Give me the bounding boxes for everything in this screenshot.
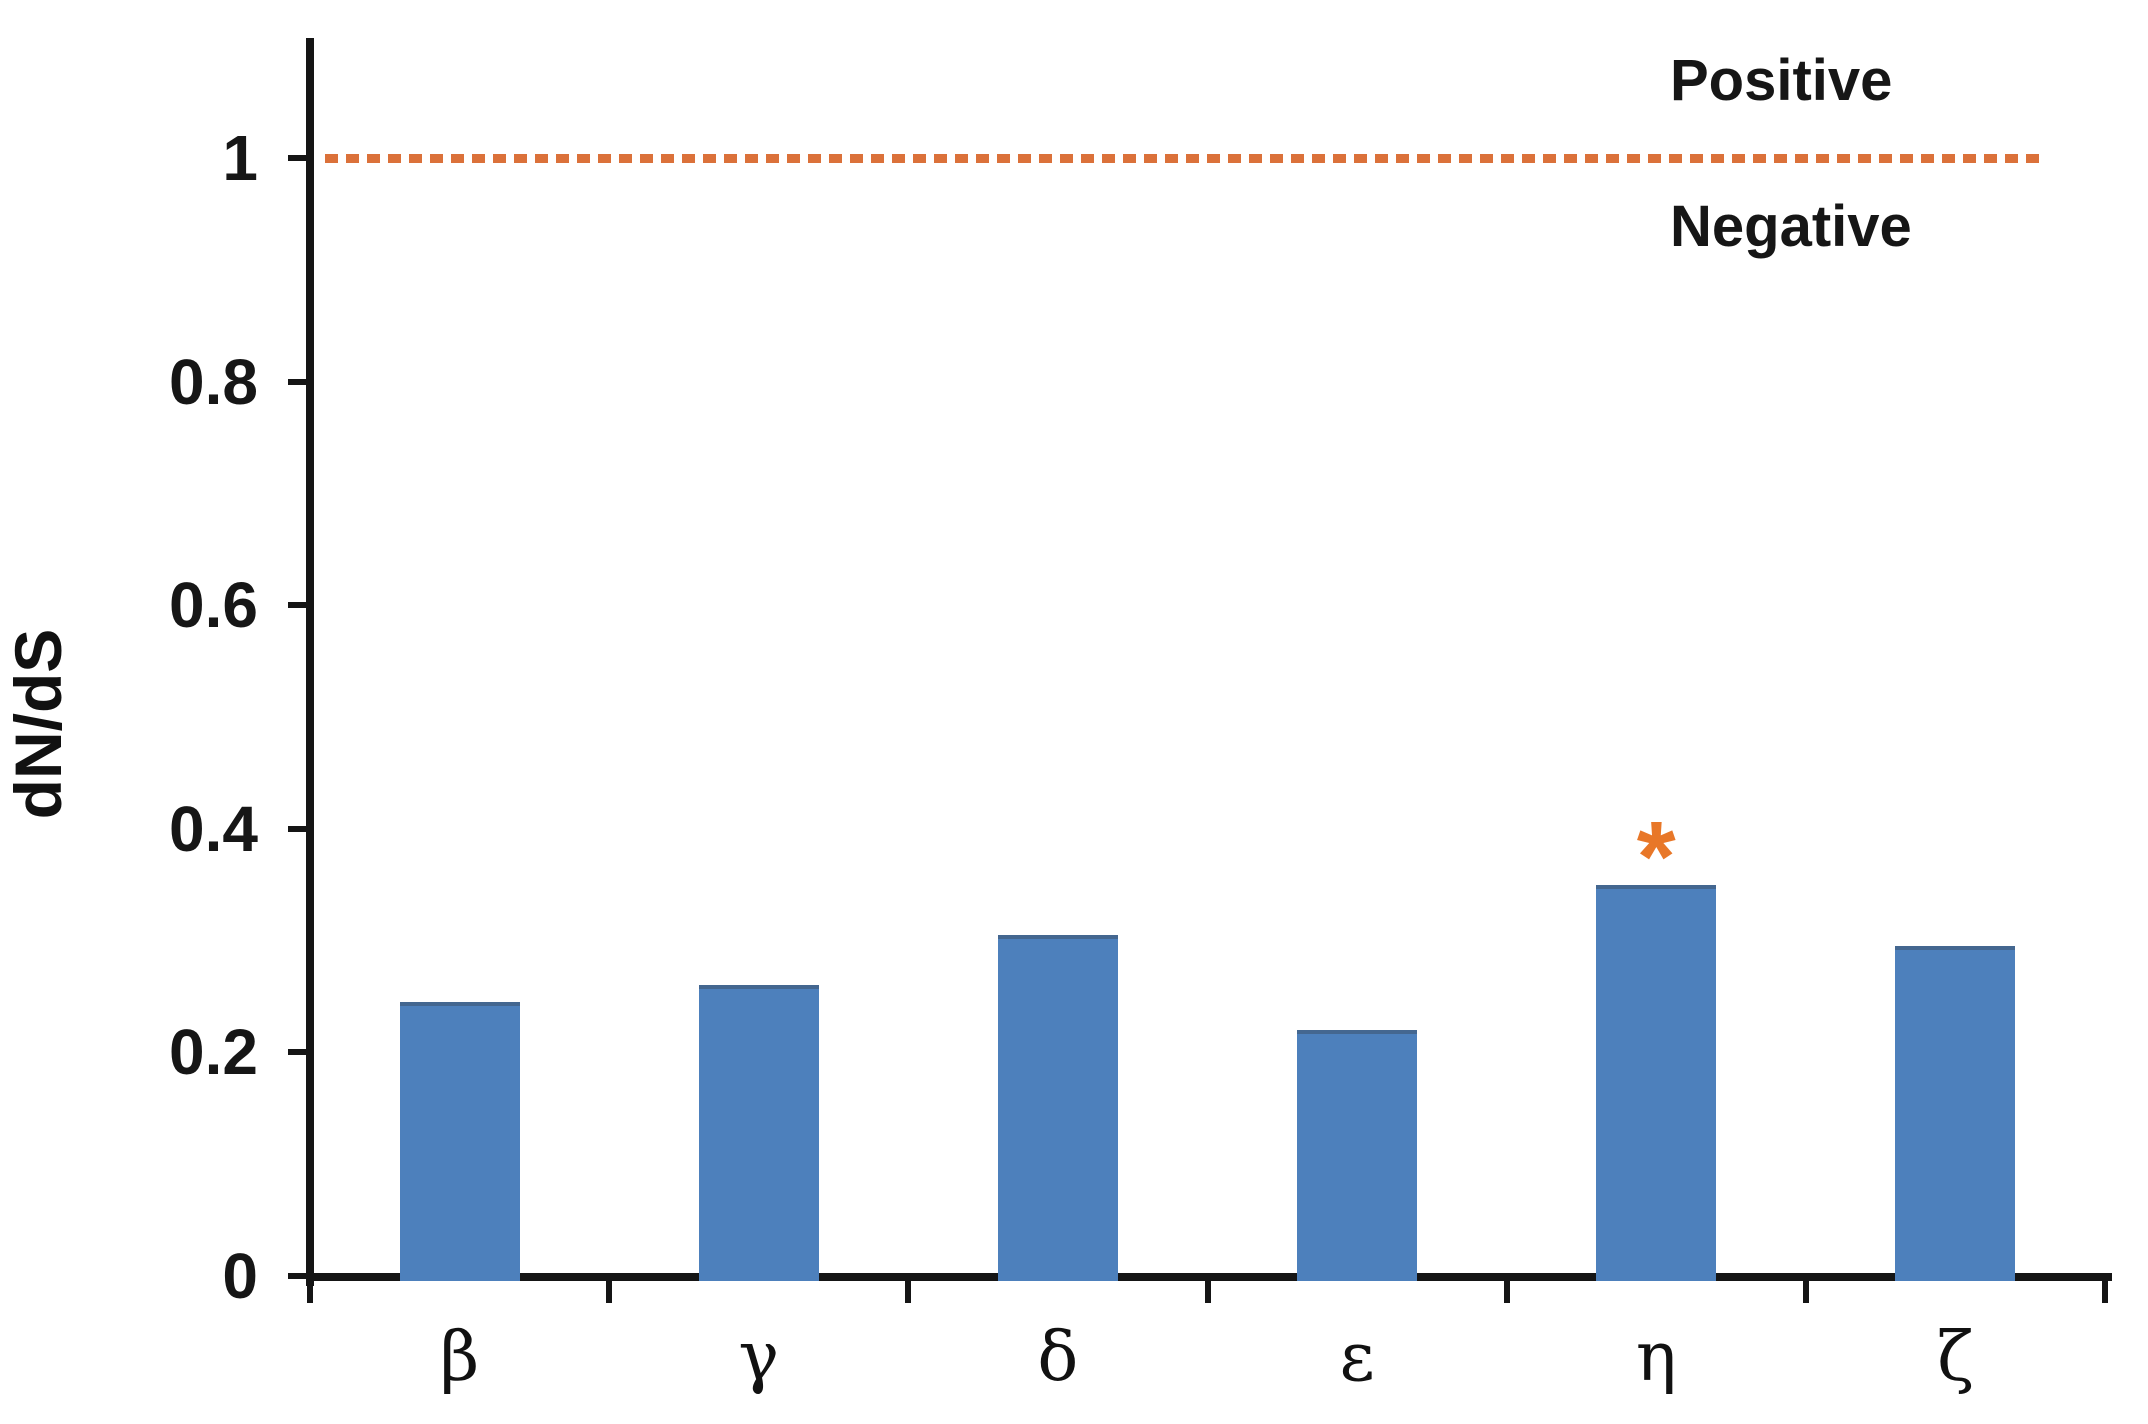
y-axis-tick-label: 0.6 [169, 569, 258, 642]
x-axis-tick [905, 1277, 912, 1303]
y-axis-tick-label: 1 [222, 122, 258, 194]
bar [997, 935, 1118, 1281]
y-axis-tick-label: 0 [222, 1240, 258, 1312]
x-axis-category-label: ζ [1936, 1318, 1974, 1397]
y-axis-tick [288, 1049, 310, 1056]
x-axis-tick [1503, 1277, 1510, 1303]
y-axis-tick-label: 0.4 [169, 792, 258, 865]
negative-region-label: Negative [1670, 194, 1912, 259]
bar [698, 985, 819, 1281]
y-axis-tick [288, 825, 310, 832]
x-axis-tick [1802, 1277, 1809, 1303]
x-axis-category-label: η [1635, 1318, 1677, 1397]
y-axis-line [306, 38, 314, 1286]
x-axis-tick [2102, 1277, 2108, 1303]
bar [399, 1002, 520, 1281]
x-axis-category-label: ε [1339, 1318, 1375, 1397]
x-axis-category-label: γ [738, 1318, 780, 1397]
y-axis-tick [288, 378, 310, 385]
positive-region-label: Positive [1670, 48, 1893, 113]
x-axis-tick [1204, 1277, 1211, 1303]
y-axis-tick-label: 0.8 [169, 345, 258, 418]
y-axis-tick [288, 155, 310, 161]
x-axis-tick [307, 1277, 313, 1303]
y-axis-tick-label: 0.2 [169, 1016, 258, 1089]
y-axis-tick [288, 1273, 310, 1279]
x-axis-category-label: β [439, 1318, 480, 1397]
bar [1596, 884, 1717, 1281]
significance-asterisk-icon: * [1636, 800, 1676, 913]
y-axis-tick [288, 602, 310, 609]
bar [1895, 946, 2016, 1281]
threshold-dashed-line [325, 154, 2042, 163]
x-axis-category-label: δ [1037, 1318, 1079, 1397]
x-axis-tick [606, 1277, 613, 1303]
bar [1297, 1030, 1418, 1281]
